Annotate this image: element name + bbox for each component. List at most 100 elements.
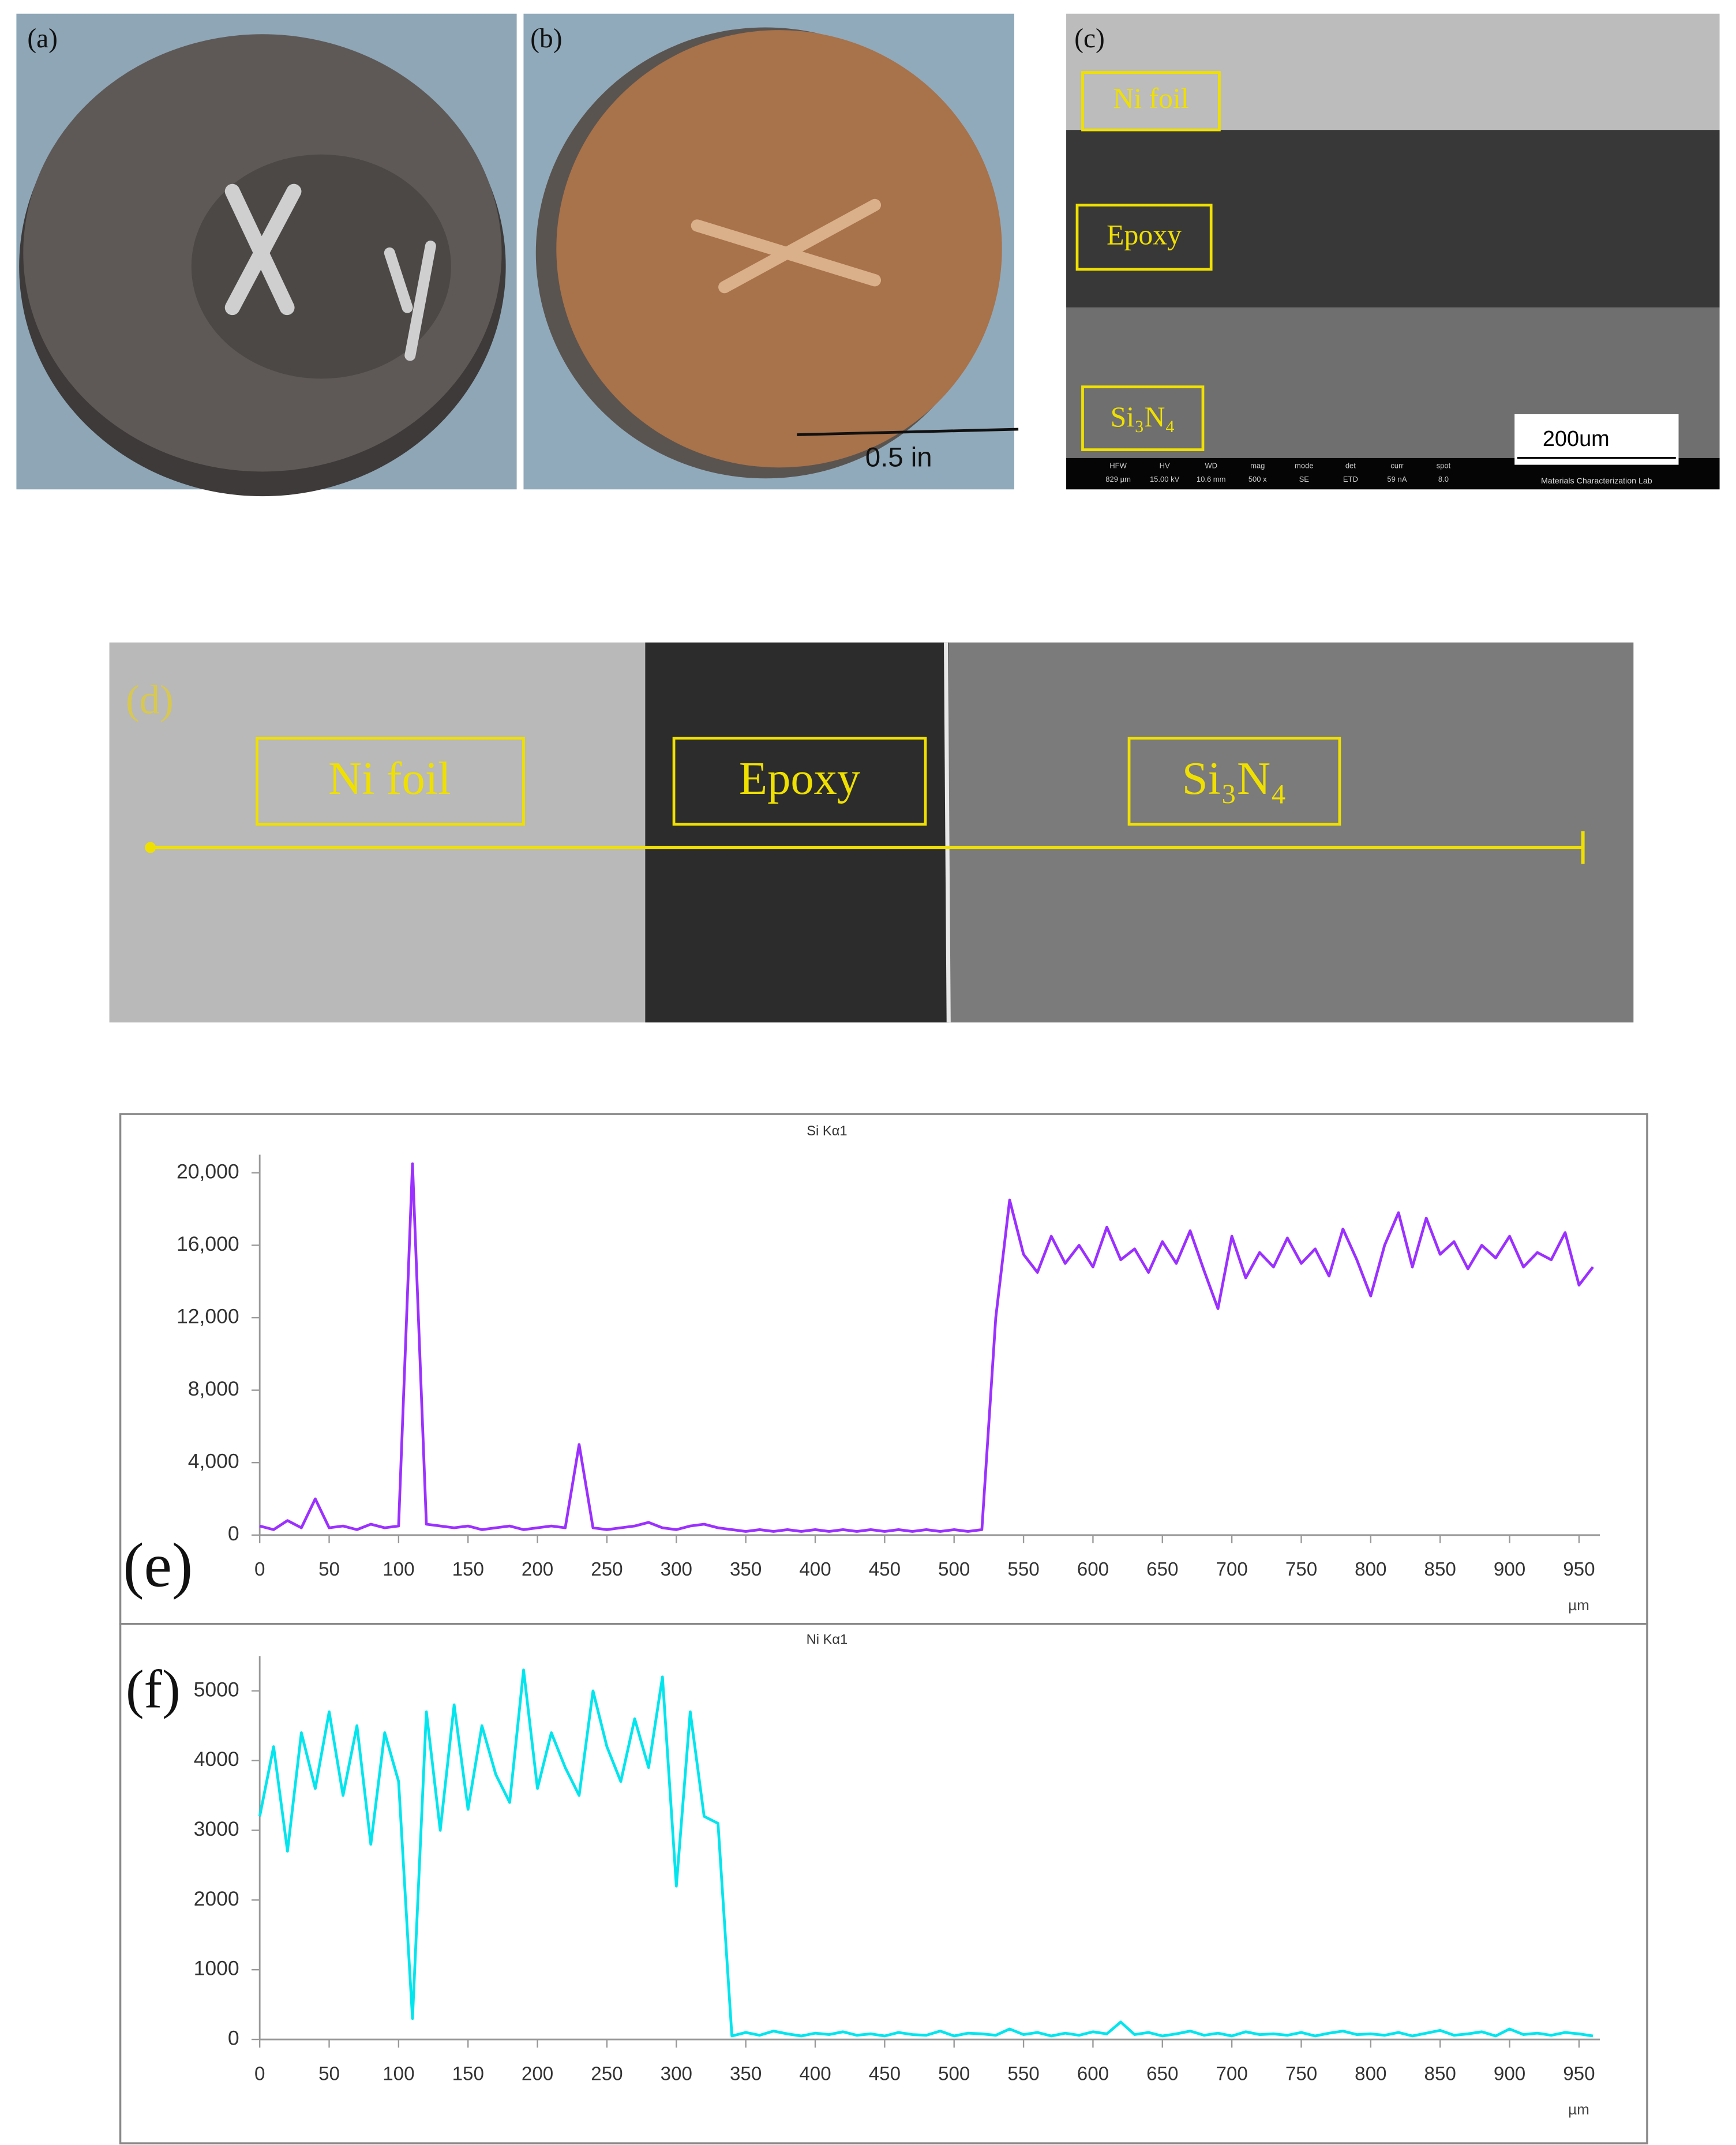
x-tick-label: 400 (799, 2063, 831, 2084)
x-tick-label: 450 (869, 1559, 901, 1580)
x-tick-label: 0 (254, 2063, 265, 2084)
photo-b: 0.5 in (b) (523, 13, 1019, 490)
x-tick-label: 150 (452, 2063, 484, 2084)
x-tick-label: 100 (383, 2063, 414, 2084)
x-tick-label: 850 (1424, 2063, 1456, 2084)
layer-label: Ni foil (1113, 82, 1188, 114)
x-tick-label: 850 (1424, 1559, 1456, 1580)
x-tick-label: 350 (730, 2063, 762, 2084)
label-box (1081, 385, 1205, 451)
y-tick-label: 1000 (194, 1957, 239, 1980)
layer-label: Epoxy (1107, 219, 1182, 251)
panel-label: (a) (27, 24, 58, 54)
info-value: 15.00 kV (1150, 475, 1180, 483)
lab-name: Materials Characterization Lab (1541, 477, 1652, 486)
x-tick-label: 550 (1007, 2063, 1039, 2084)
x-tick-label: 800 (1355, 2063, 1386, 2084)
layer-ni (109, 642, 646, 1023)
y-tick-label: 16,000 (177, 1232, 239, 1255)
y-tick-label: 20,000 (177, 1160, 239, 1183)
x-tick-label: 250 (591, 2063, 623, 2084)
chart-frame (119, 1113, 1648, 1625)
mark-y (384, 241, 436, 361)
y-tick-label: 12,000 (177, 1304, 239, 1327)
label-box (1081, 71, 1221, 132)
layer-label: Ni foil (328, 753, 451, 804)
panel-label: (c) (1074, 24, 1105, 54)
scale-label: 200um (1543, 427, 1610, 451)
scale-label: 0.5 in (865, 442, 932, 473)
x-axis-label: µm (1568, 1596, 1589, 1614)
disk-polished (191, 154, 451, 379)
sem-d: Ni foil Epoxy Si₃N₄ (d) (109, 642, 1634, 1023)
mark-x (224, 183, 302, 316)
x-tick-label: 0 (254, 1559, 265, 1580)
x-tick-label: 750 (1285, 2063, 1317, 2084)
panel-label: (d) (126, 678, 174, 723)
label-box (1127, 737, 1341, 826)
x-tick-label: 900 (1494, 2063, 1525, 2084)
y-tick-label: 8,000 (188, 1377, 239, 1400)
x-axis-label: µm (1568, 2101, 1589, 2118)
scan-start (145, 842, 156, 853)
y-tick-label: 0 (228, 1522, 239, 1545)
label-box (672, 737, 927, 826)
x-tick-label: 400 (799, 1559, 831, 1580)
x-tick-label: 750 (1285, 1559, 1317, 1580)
info-key: HFW (1109, 461, 1127, 470)
x-tick-label: 900 (1494, 1559, 1525, 1580)
panel-label: (b) (530, 24, 562, 54)
y-tick-label: 2000 (194, 1887, 239, 1910)
x-tick-label: 550 (1007, 1559, 1039, 1580)
label-box (256, 737, 525, 826)
chart-frame (119, 1622, 1648, 2144)
x-tick-label: 650 (1146, 1559, 1178, 1580)
layer-epoxy (1066, 130, 1720, 308)
y-tick-label: 4000 (194, 1747, 239, 1771)
x-tick-label: 500 (938, 1559, 970, 1580)
x-tick-label: 300 (661, 2063, 692, 2084)
x-tick-label: 950 (1563, 1559, 1595, 1580)
data-line (259, 1162, 1594, 1533)
y-tick-label: 5000 (194, 1678, 239, 1701)
layer-epoxy (645, 642, 949, 1023)
chart-title: Si Kα1 (807, 1124, 847, 1139)
photo-a: (a) (16, 13, 517, 497)
info-key: det (1345, 461, 1356, 470)
x-tick-label: 500 (938, 2063, 970, 2084)
sem-c: Ni foil Epoxy Si₃N₄ 200um Materials Char… (1066, 13, 1720, 490)
x-tick-label: 100 (383, 1559, 414, 1580)
layer-si3n4 (948, 642, 1634, 1023)
x-tick-label: 200 (522, 2063, 553, 2084)
info-value: 59 nA (1387, 475, 1407, 483)
x-tick-label: 450 (869, 2063, 901, 2084)
x-tick-label: 250 (591, 1559, 623, 1580)
scale-box (1514, 414, 1679, 465)
info-value: 829 µm (1105, 475, 1131, 483)
x-tick-label: 600 (1077, 2063, 1109, 2084)
layer-label: Si₃N₄ (1182, 753, 1287, 804)
x-tick-label: 300 (661, 1559, 692, 1580)
layer-label: Si₃N₄ (1111, 401, 1175, 433)
x-tick-label: 150 (452, 1559, 484, 1580)
x-tick-label: 950 (1563, 2063, 1595, 2084)
y-tick-label: 4,000 (188, 1450, 239, 1473)
info-value: 10.6 mm (1197, 475, 1226, 483)
info-value: 500 x (1248, 475, 1267, 483)
info-value: SE (1299, 475, 1310, 483)
x-tick-label: 200 (522, 1559, 553, 1580)
data-line (258, 1668, 1593, 2038)
mark-x (691, 198, 882, 294)
x-tick-label: 650 (1146, 2063, 1178, 2084)
info-value: 8.0 (1438, 475, 1449, 483)
info-key: mode (1295, 461, 1314, 470)
x-tick-label: 50 (318, 2063, 340, 2084)
y-tick-label: 3000 (194, 1817, 239, 1840)
panel-label: (e) (123, 1531, 193, 1600)
label-box (1075, 204, 1213, 271)
info-value: ETD (1343, 475, 1358, 483)
x-tick-label: 350 (730, 1559, 762, 1580)
x-tick-label: 700 (1216, 2063, 1247, 2084)
